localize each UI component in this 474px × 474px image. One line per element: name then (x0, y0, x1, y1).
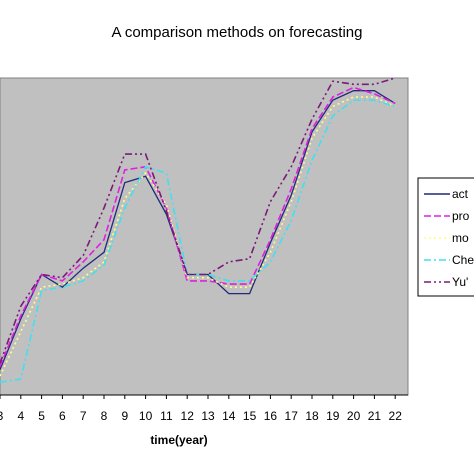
x-tick-label: 9 (121, 409, 128, 423)
x-tick-label: 13 (201, 409, 215, 423)
plot-area (0, 77, 409, 396)
legend-box (417, 177, 474, 297)
x-tick-label: 21 (368, 409, 382, 423)
x-tick-label: 5 (38, 409, 45, 423)
legend-label-0: act (452, 187, 469, 201)
series-line-3 (0, 99, 396, 384)
x-tick-label: 16 (264, 409, 278, 423)
legend-label-1: pro (452, 209, 470, 223)
series-line-4 (0, 77, 396, 364)
x-tick-label: 17 (285, 409, 299, 423)
legend-label-4: Yu' (452, 275, 468, 289)
x-tick-label: 22 (389, 409, 403, 423)
legend-label-3: Che (452, 253, 474, 267)
x-tick-label: 11 (160, 409, 173, 423)
x-tick-label: 3 (0, 409, 4, 423)
x-tick-label: 8 (101, 409, 108, 423)
series-line-2 (0, 96, 396, 377)
x-tick-label: 20 (347, 409, 361, 423)
x-tick-label: 14 (222, 409, 236, 423)
x-tick-label: 15 (243, 409, 257, 423)
x-tick-label: 12 (181, 409, 195, 423)
series-group (0, 77, 396, 384)
x-tick-label: 18 (305, 409, 319, 423)
x-axis-label: time(year) (150, 433, 207, 447)
x-tick-label: 10 (139, 409, 153, 423)
x-axis-ticks: 3456789 10 11 12 13 14 15 16 17 18 19 20 21 22 (0, 394, 408, 423)
x-tick-label: 7 (80, 409, 87, 423)
chart-title: A comparison methods on forecasting (112, 24, 363, 41)
x-tick-label: 19 (326, 409, 340, 423)
legend-label-2: mo (452, 231, 469, 245)
x-tick-label: 4 (17, 409, 24, 423)
legend: act pro mo Che Yu' (417, 177, 474, 297)
x-tick-label: 6 (59, 409, 66, 423)
